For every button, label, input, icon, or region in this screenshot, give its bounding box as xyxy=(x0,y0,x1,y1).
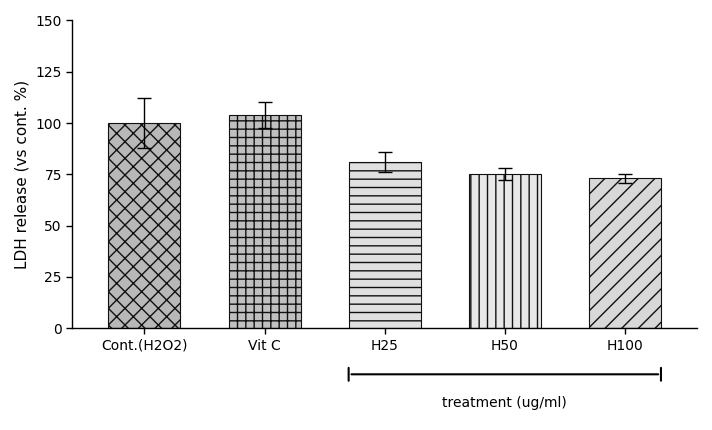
Bar xyxy=(229,115,300,328)
Bar xyxy=(349,162,421,328)
Bar xyxy=(589,178,661,328)
Bar xyxy=(108,123,180,328)
Bar xyxy=(468,174,541,328)
Y-axis label: LDH release (vs cont. %): LDH release (vs cont. %) xyxy=(15,80,30,269)
Text: treatment (ug/ml): treatment (ug/ml) xyxy=(442,396,567,410)
